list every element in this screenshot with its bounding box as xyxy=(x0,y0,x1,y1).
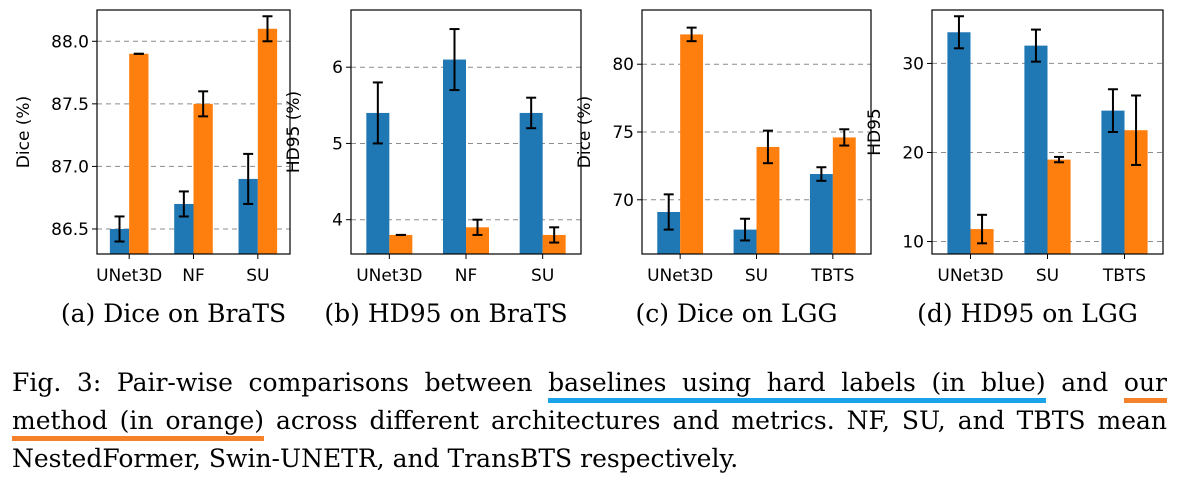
caption-prefix: Fig. 3: Pair-wise comparisons between xyxy=(12,368,533,397)
plot-frame xyxy=(641,9,872,255)
plot-frame xyxy=(350,9,582,255)
chart-panel-hd95-lgg: 10 20 30 HD95 UNet3D SU TBTS (d) HD95 on LGG xyxy=(865,9,1164,328)
y-tick-label: 10 xyxy=(902,233,924,253)
y-tick-label: 86.5 xyxy=(51,220,89,240)
x-tick-label: UNet3D xyxy=(356,266,422,286)
chart-panel-dice-brats: 86.5 87.0 87.5 88.0 Dice (%) UNet3D NF SU (a) Di… xyxy=(14,9,291,328)
chart-panel-hd95-brats: 4 5 6 HD95 (%) UNet3D NF SU (b) HD95 on BraTS xyxy=(284,9,582,328)
bar-ours xyxy=(129,53,149,254)
bar-ours xyxy=(680,34,704,255)
y-tick-label: 88.0 xyxy=(51,32,89,52)
x-tick-label: TBTS xyxy=(810,266,854,286)
caption-blue-phrase: baselines using hard labels (in blue) xyxy=(548,368,1046,403)
bar-baseline xyxy=(238,178,258,254)
bar-baseline xyxy=(657,211,681,254)
subcaption: (c) Dice on LGG xyxy=(636,299,838,328)
bar-ours xyxy=(193,103,213,254)
x-tick-label: SU xyxy=(246,266,269,286)
y-tick-label: 70 xyxy=(612,191,634,211)
y-tick-label: 4 xyxy=(332,211,343,231)
y-tick-label: 5 xyxy=(332,134,343,154)
plot-frame xyxy=(96,9,291,255)
bar-ours xyxy=(832,137,856,254)
subcaption: (d) HD95 on LGG xyxy=(917,299,1138,328)
bar-ours xyxy=(542,234,566,254)
subcaption: (a) Dice on BraTS xyxy=(61,299,286,328)
bar-baseline xyxy=(733,229,757,254)
y-axis-label: HD95 (%) xyxy=(284,91,304,173)
bar-ours xyxy=(257,28,278,255)
y-tick-label: 6 xyxy=(332,58,343,78)
x-tick-label: UNet3D xyxy=(96,266,162,286)
y-axis-label: HD95 xyxy=(865,108,885,156)
caption-connector: and xyxy=(1061,368,1109,397)
plot-frame xyxy=(931,9,1164,255)
caption-orange-phrase: our method (in orange) xyxy=(12,368,1167,441)
x-tick-label: SU xyxy=(1036,266,1059,286)
x-tick-label: TBTS xyxy=(1102,266,1146,286)
x-tick-label: SU xyxy=(745,266,768,286)
x-tick-label: NF xyxy=(182,266,205,286)
y-tick-label: 87.5 xyxy=(51,95,89,115)
bar-baseline xyxy=(1024,45,1048,254)
bar-ours xyxy=(389,234,413,254)
bar-baseline xyxy=(519,112,543,254)
caption-suffix: across different architectures and metri… xyxy=(12,406,1167,473)
bar-baseline xyxy=(947,32,971,255)
y-tick-label: 20 xyxy=(902,143,924,163)
x-tick-label: SU xyxy=(531,266,554,286)
x-tick-label: NF xyxy=(455,266,478,286)
y-tick-label: 75 xyxy=(612,123,634,143)
bar-ours xyxy=(466,227,489,254)
y-tick-label: 80 xyxy=(612,55,634,75)
y-tick-label: 30 xyxy=(902,54,924,74)
y-tick-label: 87.0 xyxy=(51,157,89,177)
figure-caption: Fig. 3: Pair-wise comparisons between ba… xyxy=(12,364,1167,478)
bar-baseline xyxy=(443,59,466,254)
y-axis-label: Dice (%) xyxy=(14,96,34,168)
bar-baseline xyxy=(366,112,390,254)
x-tick-label: UNet3D xyxy=(647,266,713,286)
bar-ours xyxy=(1047,159,1071,254)
subcaption: (b) HD95 on BraTS xyxy=(324,299,567,328)
bar-ours xyxy=(1124,130,1148,254)
bar-baseline xyxy=(1101,110,1125,254)
bar-baseline xyxy=(809,174,833,254)
bar-ours xyxy=(756,146,780,254)
chart-panel-dice-lgg: 70 75 80 Dice (%) UNet3D SU TBTS (c) Dice on LG… xyxy=(575,9,872,328)
y-axis-label: Dice (%) xyxy=(575,96,595,168)
x-tick-label: UNet3D xyxy=(937,266,1003,286)
